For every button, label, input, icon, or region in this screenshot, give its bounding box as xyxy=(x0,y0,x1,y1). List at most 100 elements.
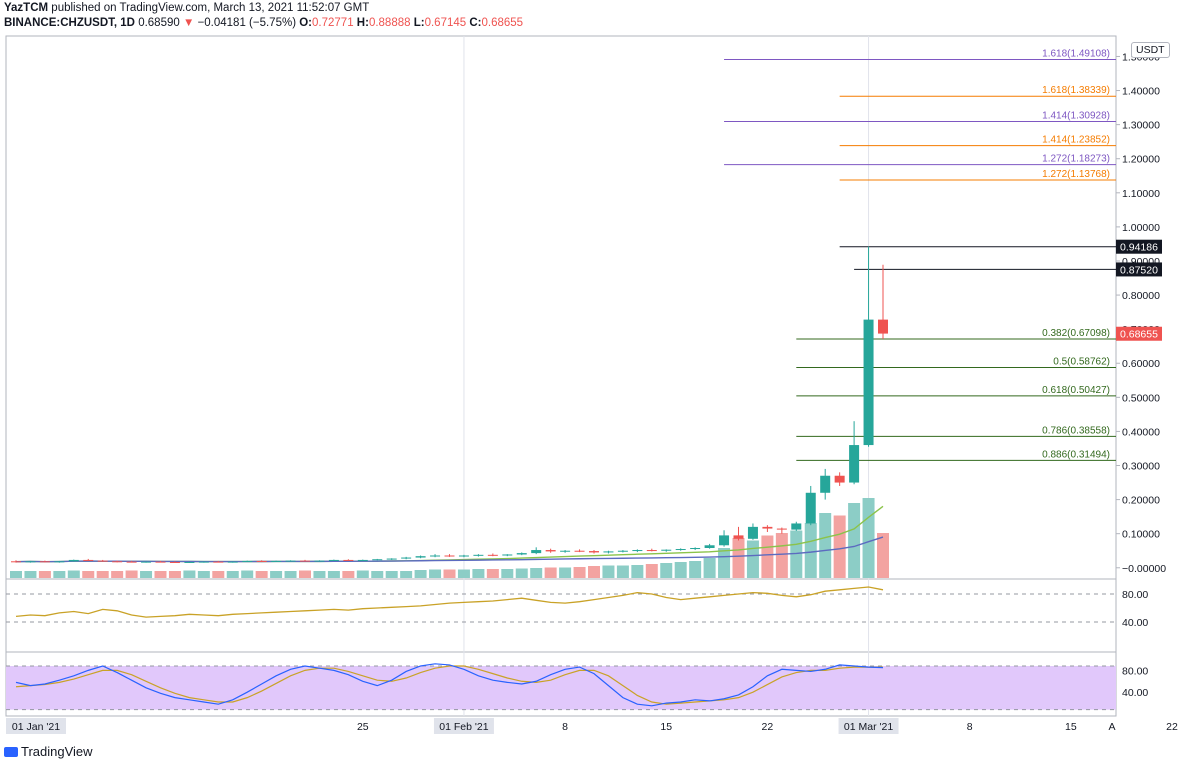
rsi-line xyxy=(15,586,884,618)
price-tick-label: −0.00000 xyxy=(1122,563,1166,575)
close-value: 0.68655 xyxy=(481,17,524,29)
volume-bar xyxy=(544,567,557,578)
fib-level-label: 0.382(0.67098) xyxy=(1042,328,1110,339)
volume-bar xyxy=(183,570,196,578)
close-label: C: xyxy=(469,17,482,29)
fib-level-label: 1.414(1.23852) xyxy=(1042,135,1110,146)
price-tick-label: 0.30000 xyxy=(1122,461,1160,473)
candle-body xyxy=(805,492,816,524)
candle-body xyxy=(747,526,758,539)
price-tick-label: 1.30000 xyxy=(1122,120,1160,132)
volume-bar xyxy=(82,571,95,578)
candle-body xyxy=(285,560,296,562)
candle-body xyxy=(863,319,874,446)
volume-bar xyxy=(67,570,80,578)
candle-body xyxy=(704,545,715,549)
stoch-tick-label: 40.00 xyxy=(1122,687,1148,699)
volume-bar xyxy=(732,538,745,578)
tradingview-logo: TradingView xyxy=(4,744,93,759)
time-axis-label: A xyxy=(1108,721,1115,733)
price-tag-box xyxy=(1116,239,1162,254)
candle-body xyxy=(198,561,209,563)
candle-body xyxy=(372,559,383,561)
volume-bar xyxy=(848,503,861,578)
candle-body xyxy=(11,561,21,563)
volume-bar xyxy=(284,571,297,578)
volume-bar xyxy=(804,523,817,578)
candle-body xyxy=(54,561,65,563)
candle-body xyxy=(126,561,137,563)
fib-level-label: 0.618(0.50427) xyxy=(1042,385,1110,396)
candle-body xyxy=(849,445,860,483)
candle-body xyxy=(661,549,672,551)
volume-bar xyxy=(645,564,658,578)
volume-bar xyxy=(746,540,759,578)
volume-bar xyxy=(125,570,138,578)
change-value: −0.04181 (−5.75%) xyxy=(197,17,297,29)
volume-bar xyxy=(530,568,543,578)
volume-bar xyxy=(385,571,398,578)
candle-body xyxy=(39,561,50,563)
candle-body xyxy=(502,554,513,556)
price-tag-box xyxy=(1116,326,1162,341)
volume-bar xyxy=(472,569,485,578)
volume-bar xyxy=(400,571,413,578)
candle-body xyxy=(762,526,773,529)
volume-bar xyxy=(775,533,788,578)
volume-bar xyxy=(660,563,673,578)
price-tag-label: 0.68655 xyxy=(1120,329,1158,341)
candle-body xyxy=(878,319,888,334)
volume-bar xyxy=(197,571,210,578)
candle-body xyxy=(589,551,599,553)
volume-bar xyxy=(10,571,22,578)
volume-bar xyxy=(718,548,731,578)
volume-bar xyxy=(616,565,629,578)
price-tick-label: 1.00000 xyxy=(1122,222,1160,234)
volume-bar xyxy=(443,569,456,578)
time-axis-label: 01 Mar '21 xyxy=(844,721,893,733)
price-tick-label: 0.80000 xyxy=(1122,290,1160,302)
brand-name: TradingView xyxy=(21,744,93,759)
volume-bar xyxy=(241,570,254,578)
volume-bar xyxy=(486,569,499,578)
candle-body xyxy=(169,561,180,563)
time-axis-label: 25 xyxy=(357,721,369,733)
price-tick-label: 0.60000 xyxy=(1122,358,1160,370)
open-value: 0.72771 xyxy=(312,17,354,29)
candle-body xyxy=(690,548,701,550)
volume-bar xyxy=(703,558,716,578)
volume-bar xyxy=(255,571,268,578)
candle-body xyxy=(646,550,657,552)
volume-bar xyxy=(588,566,600,578)
low-label: L: xyxy=(413,17,425,29)
time-label-highlight xyxy=(6,718,66,734)
time-axis-label: 8 xyxy=(967,721,973,733)
time-axis-label: 01 Jan '21 xyxy=(12,721,60,733)
volume-bar xyxy=(819,513,832,578)
currency-button[interactable]: USDT xyxy=(1131,42,1170,58)
candle-body xyxy=(516,553,527,555)
volume-bar xyxy=(833,515,846,578)
volume-bar xyxy=(140,571,153,578)
volume-bar xyxy=(356,570,369,578)
volume-bar xyxy=(429,569,442,578)
candle-body xyxy=(314,560,325,562)
volume-bar xyxy=(862,498,875,578)
stoch-d-line xyxy=(15,665,883,705)
candle-body xyxy=(300,560,310,562)
candle-body xyxy=(444,555,455,557)
volume-bar xyxy=(689,561,702,578)
chart-frame xyxy=(5,35,1117,717)
fib-level-label: 0.886(0.31494) xyxy=(1042,449,1110,460)
price-tick-label: 0.40000 xyxy=(1122,426,1160,438)
volume-bar xyxy=(877,533,889,578)
candle-body xyxy=(112,561,123,563)
stoch-k-line xyxy=(15,663,884,707)
ohlc-legend: BINANCE:CHZUSDT, 1D 0.68590 ▼ −0.04181 (… xyxy=(4,17,523,29)
volume-bar xyxy=(414,570,427,578)
high-label: H: xyxy=(356,17,369,29)
rsi-tick-label: 40.00 xyxy=(1122,617,1148,629)
high-value: 0.88888 xyxy=(368,17,411,29)
candle-body xyxy=(401,557,412,559)
